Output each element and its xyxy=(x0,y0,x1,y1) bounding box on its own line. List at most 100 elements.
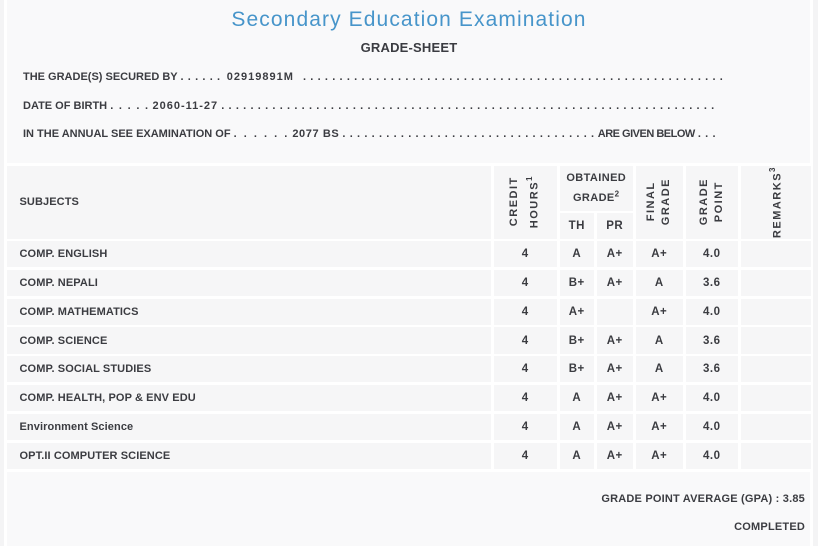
remarks-cell xyxy=(740,442,811,469)
dotted-leader: . . . . . . xyxy=(180,71,221,83)
col-header-label: HOURS1 xyxy=(525,175,541,228)
col-header-label: SUBJECTS xyxy=(19,196,79,208)
dotted-leader: . . . . . . . . . . . . . . . . . . . . … xyxy=(221,100,715,112)
footnote-marker: 2 xyxy=(614,189,620,199)
subject-cell: COMP. SOCIAL STUDIES xyxy=(6,356,491,383)
th-cell: A xyxy=(559,442,594,469)
subject-cell: COMP. SCIENCE xyxy=(6,327,491,354)
remarks-cell xyxy=(740,413,811,441)
col-header-label: TH xyxy=(568,219,585,232)
col-header-final-grade: FINAL GRADE xyxy=(635,165,683,239)
rotated-header-text: FINAL GRADE xyxy=(644,178,674,225)
info-line-grades-secured-by: THE GRADE(S) SECURED BY . . . . . . 0291… xyxy=(23,71,813,84)
dotted-leader: . . . . . . . . . . . . . . . . . . . . … xyxy=(302,71,724,83)
credit-cell: 4 xyxy=(493,384,557,412)
subject-cell: Environment Science xyxy=(6,413,491,441)
remarks-cell xyxy=(740,356,811,383)
col-header-subjects: SUBJECTS xyxy=(6,165,491,239)
subject-cell: COMP. MATHEMATICS xyxy=(6,298,491,325)
gp-cell: 3.6 xyxy=(685,269,738,297)
pr-cell: A+ xyxy=(596,442,633,469)
final-cell: A+ xyxy=(635,384,683,412)
pr-cell: A+ xyxy=(596,241,633,268)
col-header-label: GRADE2 xyxy=(572,189,620,204)
dotted-leader: . . . . . . . . . . . . . . . . . . . . … xyxy=(342,128,595,140)
th-cell: B+ xyxy=(559,269,594,297)
col-header-label: REMARKS xyxy=(771,171,784,239)
info-label: THE GRADE(S) SECURED BY xyxy=(23,71,178,83)
grade-sheet-heading: GRADE-SHEET xyxy=(360,40,458,55)
credit-cell: 4 xyxy=(493,241,557,268)
dotted-leader: . . . xyxy=(697,128,717,140)
subject-cell: COMP. NEPALI xyxy=(6,269,491,297)
col-header-label: CREDIT xyxy=(508,177,521,227)
info-line-examination-year: IN THE ANNUAL SEE EXAMINATION OF . . . .… xyxy=(23,128,813,141)
gp-cell: 4.0 xyxy=(685,241,738,268)
col-header-pr: PR xyxy=(596,213,633,239)
pr-cell xyxy=(596,298,633,325)
gp-cell: 3.6 xyxy=(685,327,738,354)
header-text: OBTAINED GRADE2 xyxy=(566,170,626,206)
remarks-cell xyxy=(740,269,811,297)
rotated-header-text: GRADE POINT xyxy=(697,178,727,225)
pr-cell: A+ xyxy=(596,384,633,412)
th-cell: B+ xyxy=(559,327,594,354)
col-header-label: OBTAINED xyxy=(566,172,627,185)
subject-cell: COMP. ENGLISH xyxy=(6,241,491,268)
col-header-label: PR xyxy=(606,219,624,232)
status-text: COMPLETED xyxy=(734,521,805,533)
remarks-cell xyxy=(740,384,811,412)
gp-cell: 4.0 xyxy=(685,442,738,469)
subject-cell: COMP. HEALTH, POP & ENV EDU xyxy=(6,384,491,412)
info-suffix: ARE GIVEN BELOW xyxy=(597,128,696,140)
final-cell: A+ xyxy=(635,413,683,441)
remarks-cell xyxy=(740,327,811,354)
th-cell: A xyxy=(559,241,594,268)
info-label: DATE OF BIRTH xyxy=(23,100,108,112)
info-line-date-of-birth: DATE OF BIRTH . . . . . 2060-11-27 . . .… xyxy=(23,100,813,113)
pr-cell: A+ xyxy=(596,327,633,354)
col-header-label: FINAL xyxy=(645,182,658,222)
gpa-separator: : xyxy=(772,493,783,505)
gpa-value: 3.85 xyxy=(782,493,805,505)
gp-cell: 4.0 xyxy=(685,413,738,441)
th-cell: A xyxy=(559,384,594,412)
info-label: IN THE ANNUAL SEE EXAMINATION OF xyxy=(23,128,231,140)
col-header-remarks: REMARKS3 xyxy=(740,165,811,239)
rotated-header-text: CREDIT HOURS1 xyxy=(507,175,543,228)
col-header-credit-hours: CREDIT HOURS1 xyxy=(493,165,557,239)
col-header-label: POINT xyxy=(712,181,725,223)
credit-cell: 4 xyxy=(493,356,557,383)
col-header-label: GRADE xyxy=(697,178,710,226)
pr-cell: A+ xyxy=(596,356,633,383)
date-of-birth-value: 2060-11-27 xyxy=(152,100,219,112)
credit-cell: 4 xyxy=(493,269,557,297)
final-cell: A xyxy=(635,356,683,383)
remarks-cell xyxy=(740,241,811,268)
th-cell: A xyxy=(559,413,594,441)
pr-cell: A+ xyxy=(596,269,633,297)
subject-cell: OPT.II COMPUTER SCIENCE xyxy=(6,442,491,469)
grades-table: SUBJECTS CREDIT HOURS1 OBTAINED GRADE2 TH … xyxy=(4,163,813,472)
final-cell: A+ xyxy=(635,241,683,268)
credit-cell: 4 xyxy=(493,442,557,469)
footnote-marker: 1 xyxy=(525,175,535,182)
footnote-marker: 3 xyxy=(768,165,778,172)
final-cell: A xyxy=(635,269,683,297)
final-cell: A+ xyxy=(635,442,683,469)
th-cell: A+ xyxy=(559,298,594,325)
remarks-cell xyxy=(740,298,811,325)
col-header-obtained-grade: OBTAINED GRADE2 xyxy=(559,165,633,211)
credit-cell: 4 xyxy=(493,298,557,325)
examination-year-value: 2077 BS xyxy=(292,128,340,140)
col-header-label: GRADE xyxy=(572,191,615,204)
col-header-th: TH xyxy=(559,213,594,239)
col-header-grade-point: GRADE POINT xyxy=(685,165,738,239)
gpa-summary: GRADE POINT AVERAGE (GPA) : 3.85 xyxy=(601,493,805,506)
page-title: Secondary Education Examination xyxy=(231,8,587,31)
credit-cell: 4 xyxy=(493,327,557,354)
symbol-number-value: 02919891M xyxy=(226,71,294,83)
gp-cell: 4.0 xyxy=(685,298,738,325)
credit-cell: 4 xyxy=(493,413,557,441)
col-header-label: GRADE xyxy=(660,178,673,226)
